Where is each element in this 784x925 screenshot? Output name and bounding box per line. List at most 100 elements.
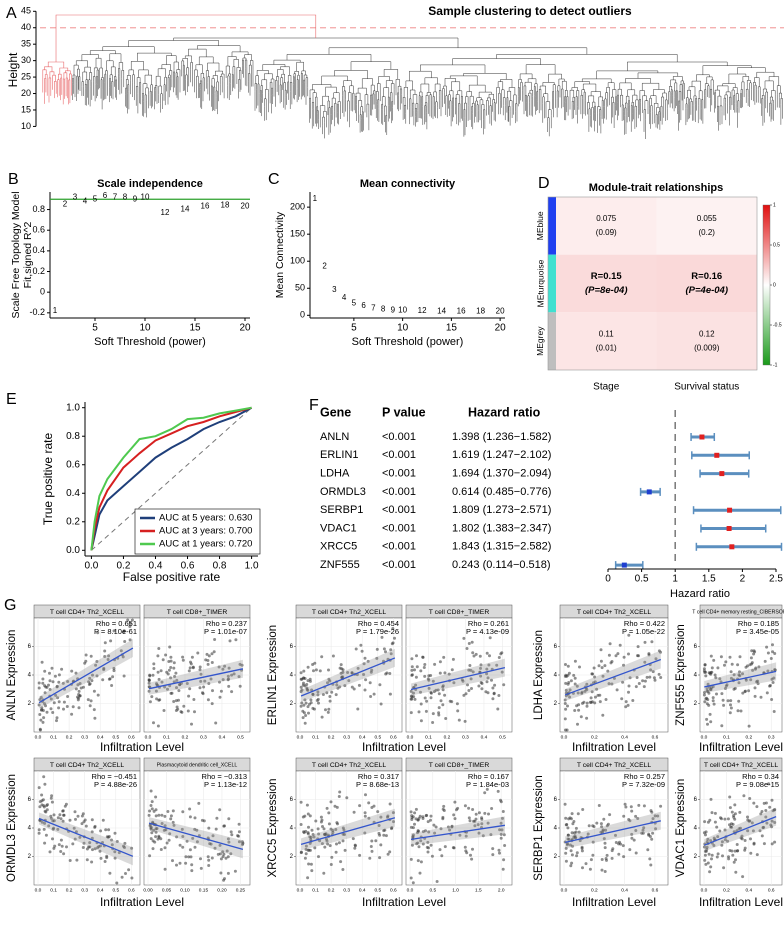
x-tick-label: 2.0 (498, 887, 505, 893)
point-label: 12 (418, 306, 427, 315)
point-label: 3 (332, 285, 337, 294)
scatter-point (150, 695, 154, 699)
x-axis-label: Infiltration Level (362, 740, 446, 754)
scatter-point (214, 721, 218, 725)
scatter-point (570, 861, 574, 865)
scatter-point (149, 804, 153, 807)
scatter-point (345, 796, 349, 800)
panel-label: G (4, 597, 16, 614)
x-tick-label: 0.0 (297, 887, 304, 893)
scatter-point (175, 863, 178, 867)
scatter-point (712, 658, 716, 662)
scatter-point (163, 867, 167, 871)
scatter-point (723, 663, 726, 667)
scatter-point (432, 823, 436, 827)
scatter-point (624, 705, 628, 709)
scatter-point (237, 834, 240, 838)
scatter-point (81, 812, 85, 816)
scatter-point (169, 817, 173, 821)
scatter-point (490, 678, 493, 682)
scatter-point (305, 803, 309, 807)
scatter-point (434, 825, 438, 829)
x-tick-label: 0.5 (237, 734, 244, 740)
scatter-point (703, 670, 707, 674)
scatter-point (307, 825, 310, 829)
scatter-point (709, 720, 713, 724)
scatter-point (729, 699, 733, 703)
p-value: <0.001 (382, 522, 416, 534)
scatter-point (89, 699, 93, 703)
scatter-point (649, 863, 653, 867)
regression-line (300, 657, 396, 697)
scatter-point (737, 673, 741, 677)
y-tick-label: 4 (28, 826, 32, 832)
scatter-point (656, 814, 660, 818)
scatter-point (156, 670, 160, 674)
scatter-point (580, 845, 584, 849)
scatter-point (88, 704, 92, 708)
gene-label: VDAC1 (320, 522, 357, 534)
scatter-point (567, 817, 571, 821)
scatter-point (71, 705, 75, 709)
scatter-point (339, 663, 343, 667)
confidence-band (704, 662, 777, 693)
y-tick-label: 2 (28, 701, 32, 707)
scatter-point (417, 816, 421, 820)
scatter-point (126, 618, 130, 622)
scatter-point (702, 693, 706, 697)
scatter-point (379, 815, 383, 819)
scatter-point (193, 845, 197, 849)
scatter-point (429, 843, 433, 847)
rho-label: Rho = 0.257 (624, 772, 665, 781)
gene-label: XRCC5 (320, 541, 357, 553)
scatter-point (481, 834, 485, 838)
scatter-point (768, 805, 772, 809)
scatter-point (421, 815, 425, 819)
scatter-point (703, 663, 707, 667)
scatter-point (622, 855, 626, 859)
scatter-point (492, 691, 496, 695)
scatter-point (570, 831, 574, 835)
scatter-point (743, 689, 747, 693)
scatter-point (485, 667, 489, 671)
scatter-point (384, 650, 387, 654)
scatter-point (191, 836, 195, 840)
x-tick-label: 0.2 (328, 734, 335, 740)
scatter-point (318, 839, 322, 843)
scatter-point (76, 814, 80, 818)
scatter-point (53, 674, 57, 678)
scatter-point (624, 805, 628, 809)
scatter-point (498, 828, 502, 832)
point-label: 7 (113, 192, 118, 201)
scatter-point (643, 640, 647, 644)
scatter-point (709, 654, 713, 658)
scatter-point (423, 696, 427, 700)
scatter-point (299, 800, 303, 804)
y-axis-label: LDHA Expression (533, 630, 545, 720)
scatter-point (230, 673, 234, 677)
scatter-point (590, 690, 594, 694)
scatter-point (154, 808, 158, 812)
cell-label: 0.11 (599, 329, 615, 338)
scatter-point (624, 700, 628, 704)
scatter-point (589, 858, 593, 862)
scatter-point (147, 813, 151, 817)
scatter-point (59, 838, 63, 842)
chart-title: Sample clustering to detect outliers (428, 4, 632, 18)
scatter-point (410, 665, 414, 669)
scatter-point (148, 700, 152, 704)
scatter-point (742, 794, 746, 798)
y-tick-label: 2 (290, 701, 294, 707)
scatter-point (173, 675, 177, 678)
scatter-point (715, 692, 718, 696)
scatter-point (413, 697, 417, 701)
scatter-point (190, 722, 193, 726)
scatter-point (59, 850, 63, 853)
scatter-point (147, 689, 151, 693)
scatter-point (84, 824, 88, 828)
scatter-point (627, 652, 630, 656)
scatter-point (720, 843, 724, 847)
panel-label: B (8, 171, 19, 188)
x-tick-label: 0.0 (561, 887, 568, 893)
scatter-point (180, 710, 184, 714)
